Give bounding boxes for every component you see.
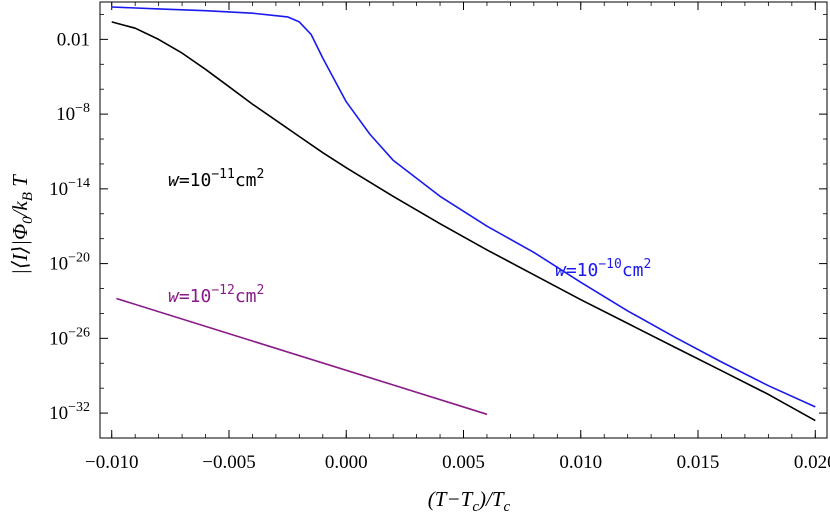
series-line-w-10-11-cm-2 xyxy=(111,21,816,422)
y-tick-label: 10−8 xyxy=(56,101,90,125)
x-axis-label: (T−Tc)/Tc xyxy=(428,487,511,515)
x-tick-label: 0.000 xyxy=(325,452,368,473)
tick-labels: −0.010 −0.005 0.000 0.005 0.010 0.015 0.020 10−… xyxy=(49,29,830,473)
series-lines xyxy=(111,6,816,422)
y-tick-label: 10−20 xyxy=(49,251,90,275)
x-tick-label: −0.010 xyxy=(85,452,138,473)
series-line-w-10-10-cm-2 xyxy=(111,6,816,408)
y-tick-label: 10−32 xyxy=(49,400,90,424)
y-axis-label: |⟨I⟩|Φ0/kB T xyxy=(8,174,36,275)
x-tick-label: 0.020 xyxy=(794,452,830,473)
x-tick-label: 0.010 xyxy=(559,452,602,473)
plot-frame xyxy=(99,1,828,439)
series-label-w-10-11-cm-2: w=10−11cm2 xyxy=(168,167,264,191)
y-tick-label: 10−26 xyxy=(49,325,90,349)
x-tick-label: −0.005 xyxy=(202,452,255,473)
ticks xyxy=(100,2,827,439)
series-label-w-10-10-cm-2: w=10−10cm2 xyxy=(555,257,651,281)
series-line-w-10-12-cm-2 xyxy=(116,297,488,416)
y-tick-label: 10−14 xyxy=(49,176,90,200)
series-labels: w=10−10cm2 w=10−11cm2 w=10−12cm2 xyxy=(168,167,651,307)
y-tick-label: 0.01 xyxy=(57,29,90,50)
series-label-w-10-12-cm-2: w=10−12cm2 xyxy=(168,283,264,307)
x-tick-label: 0.015 xyxy=(677,452,720,473)
x-tick-label: 0.005 xyxy=(442,452,485,473)
